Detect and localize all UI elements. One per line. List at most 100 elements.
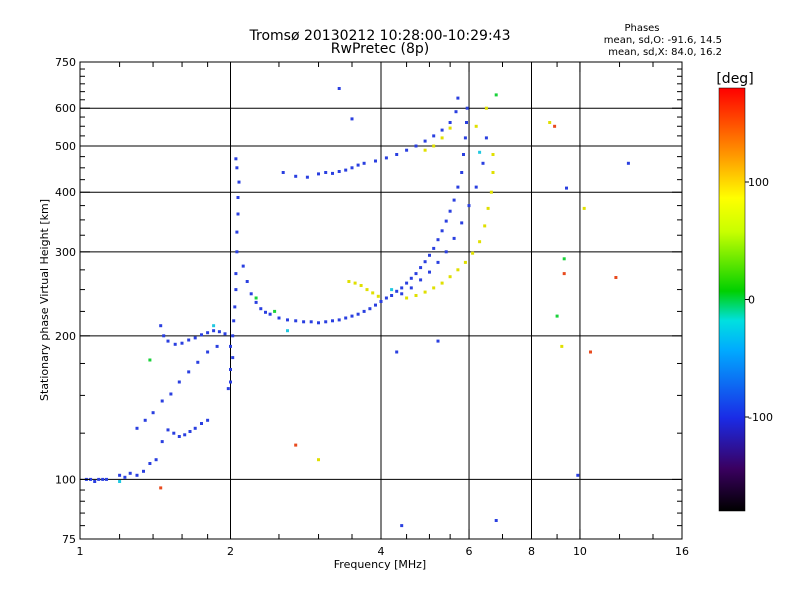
phases-x-stats: mean, sd,X: 84.0, 16.2	[608, 47, 722, 58]
data-point	[553, 124, 557, 128]
data-point	[187, 338, 191, 342]
data-point	[409, 276, 413, 280]
colorbar-tick-label: 0	[748, 294, 755, 307]
data-point	[241, 264, 245, 268]
data-point	[172, 431, 176, 435]
data-point	[562, 257, 566, 261]
data-point	[231, 356, 235, 360]
data-point	[368, 307, 372, 311]
data-point	[486, 206, 490, 210]
data-point	[423, 260, 427, 264]
data-point	[555, 314, 559, 318]
data-point	[324, 171, 328, 174]
x-tick-label: 8	[528, 545, 535, 558]
data-point	[118, 473, 122, 477]
x-tick-label: 4	[378, 545, 385, 558]
colorbar-tick-label: -100	[748, 411, 773, 424]
data-point	[353, 281, 357, 285]
data-point	[148, 358, 152, 362]
data-point	[97, 477, 101, 481]
data-point	[395, 350, 399, 354]
data-point	[365, 288, 369, 292]
data-point	[193, 336, 197, 340]
data-point	[428, 270, 431, 274]
colorbar-label: [deg]	[716, 71, 753, 87]
data-point	[371, 291, 375, 295]
data-point	[374, 303, 377, 307]
x-tick-label: 10	[573, 545, 587, 558]
data-point	[432, 286, 436, 290]
data-point	[273, 309, 277, 313]
data-point	[478, 240, 482, 244]
data-point	[465, 121, 468, 124]
data-point	[448, 126, 452, 130]
data-point	[489, 190, 493, 194]
data-point	[614, 276, 618, 279]
data-point	[440, 128, 444, 132]
data-point	[180, 341, 184, 345]
data-point	[234, 272, 238, 276]
y-tick-label: 500	[55, 140, 76, 153]
data-point	[452, 198, 456, 202]
data-point	[268, 312, 272, 316]
data-point	[483, 224, 487, 228]
data-point	[206, 418, 210, 422]
data-point	[286, 329, 289, 333]
data-point	[302, 320, 306, 324]
data-points	[84, 87, 630, 528]
data-point	[142, 469, 145, 473]
data-point	[235, 166, 239, 170]
data-point	[229, 368, 232, 371]
data-point	[344, 168, 348, 172]
data-point	[462, 153, 465, 156]
data-point	[395, 289, 399, 293]
data-point	[187, 370, 191, 374]
data-point	[432, 246, 436, 250]
data-point	[484, 106, 488, 110]
data-point	[166, 339, 170, 343]
data-point	[471, 251, 475, 255]
data-point	[359, 284, 363, 287]
data-point	[344, 316, 348, 320]
data-point	[305, 175, 309, 179]
data-point	[414, 272, 418, 276]
data-point	[414, 294, 418, 297]
data-point	[254, 300, 258, 304]
data-point	[324, 320, 328, 324]
data-point	[118, 480, 122, 483]
data-point	[481, 161, 485, 165]
colorbar: [deg] -100 0 100	[716, 71, 773, 512]
data-point	[277, 316, 281, 320]
data-point	[374, 159, 377, 163]
data-point	[236, 196, 240, 199]
data-point	[474, 124, 478, 128]
colorbar-tick-label: 100	[748, 176, 769, 189]
phases-o-stats: mean, sd,O: -91.6, 14.5	[604, 35, 722, 46]
data-point	[148, 462, 152, 465]
data-point	[160, 440, 164, 444]
x-tick-label: 1	[77, 545, 84, 558]
data-point	[494, 93, 498, 97]
data-point	[264, 310, 267, 314]
data-point	[350, 117, 354, 121]
data-point	[440, 281, 444, 285]
data-point	[193, 426, 197, 430]
data-point	[491, 153, 495, 156]
data-point	[331, 319, 334, 323]
data-point	[414, 144, 418, 148]
data-point	[217, 330, 221, 334]
data-point	[448, 275, 452, 279]
data-point	[294, 174, 298, 178]
data-point	[154, 458, 158, 462]
data-point	[444, 219, 448, 223]
data-point	[356, 312, 360, 316]
colorbar-gradient	[718, 87, 746, 512]
data-point	[379, 300, 383, 303]
data-point	[465, 106, 469, 110]
data-point	[159, 324, 163, 328]
y-tick-label: 750	[55, 56, 76, 69]
colorbar-ticks: -100 0 100	[745, 176, 773, 424]
data-point	[259, 307, 263, 311]
data-point	[234, 288, 238, 292]
